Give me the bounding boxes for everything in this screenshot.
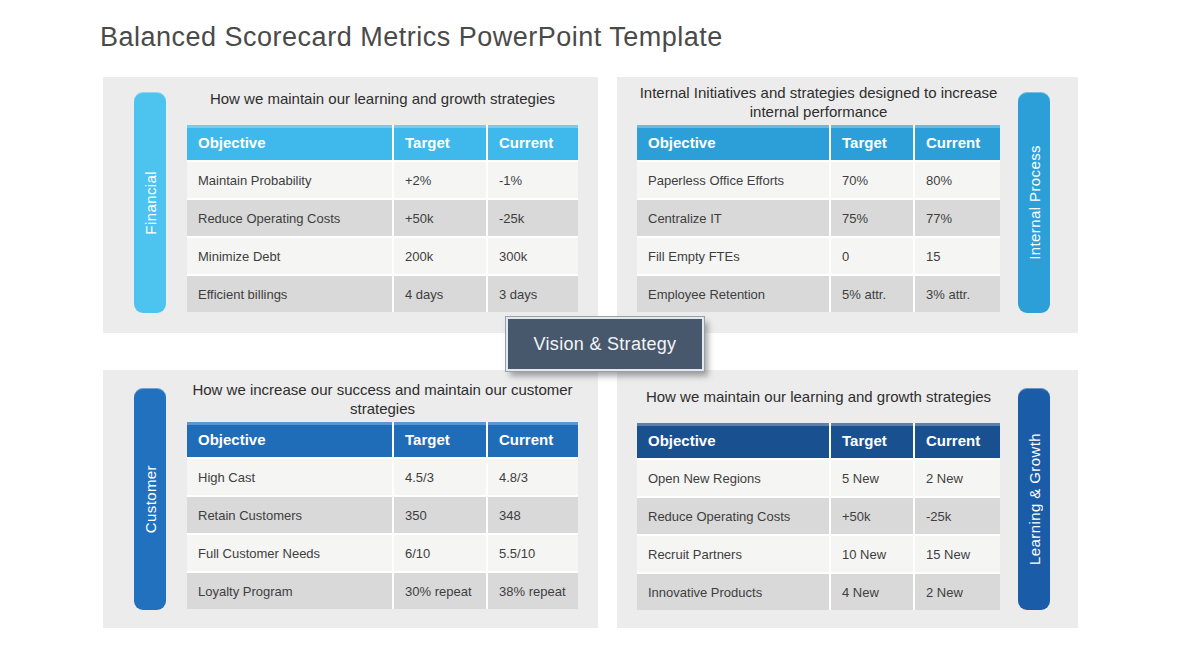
quadrant-financial: Financial How we maintain our learning a… bbox=[103, 77, 598, 333]
column-header: Objective bbox=[187, 125, 392, 160]
column-header: Current bbox=[915, 423, 1000, 458]
table-cell: Maintain Probability bbox=[187, 162, 392, 198]
quadrant-customer: Customer How we increase our success and… bbox=[103, 370, 598, 628]
quadrant-heading: How we maintain our learning and growth … bbox=[637, 387, 1000, 406]
table-cell: 348 bbox=[488, 497, 578, 533]
table-cell: 30% repeat bbox=[394, 573, 486, 609]
table-cell: Paperless Office Efforts bbox=[637, 162, 829, 198]
learning-growth-table: Objective Target Current Open New Region… bbox=[637, 423, 1000, 610]
quadrant-heading: Internal Initiatives and strategies desi… bbox=[637, 83, 1000, 121]
table-cell: 4.8/3 bbox=[488, 459, 578, 495]
column-header: Target bbox=[831, 423, 913, 458]
table-cell: 0 bbox=[831, 238, 913, 274]
table-cell: 3% attr. bbox=[915, 276, 1000, 312]
table-cell: -25k bbox=[488, 200, 578, 236]
table-cell: 4 New bbox=[831, 574, 913, 610]
table-cell: 70% bbox=[831, 162, 913, 198]
table-cell: Reduce Operating Costs bbox=[187, 200, 392, 236]
column-header: Current bbox=[488, 422, 578, 457]
vision-strategy-box[interactable]: Vision & Strategy bbox=[506, 317, 704, 371]
table-cell: 5% attr. bbox=[831, 276, 913, 312]
tab-financial-label: Financial bbox=[142, 171, 159, 235]
tab-customer-label: Customer bbox=[142, 465, 159, 533]
table-cell: 4.5/3 bbox=[394, 459, 486, 495]
table-cell: 75% bbox=[831, 200, 913, 236]
table-cell: 80% bbox=[915, 162, 1000, 198]
table-cell: Employee Retention bbox=[637, 276, 829, 312]
table-cell: +50k bbox=[831, 498, 913, 534]
table-cell: -25k bbox=[915, 498, 1000, 534]
table-cell: Minimize Debt bbox=[187, 238, 392, 274]
tab-financial[interactable]: Financial bbox=[134, 92, 166, 313]
table-cell: Recruit Partners bbox=[637, 536, 829, 572]
column-header: Objective bbox=[637, 125, 829, 160]
quadrant-heading: How we maintain our learning and growth … bbox=[187, 89, 578, 108]
table-cell: Innovative Products bbox=[637, 574, 829, 610]
column-header: Current bbox=[915, 125, 1000, 160]
vision-strategy-label: Vision & Strategy bbox=[534, 334, 677, 355]
quadrant-heading: How we increase our success and maintain… bbox=[187, 380, 578, 418]
tab-customer[interactable]: Customer bbox=[134, 388, 166, 610]
table-cell: Reduce Operating Costs bbox=[637, 498, 829, 534]
column-header: Target bbox=[394, 422, 486, 457]
column-header: Current bbox=[488, 125, 578, 160]
table-cell: 350 bbox=[394, 497, 486, 533]
table-cell: Full Customer Needs bbox=[187, 535, 392, 571]
column-header: Objective bbox=[187, 422, 392, 457]
tab-learning-growth[interactable]: Learning & Growth bbox=[1018, 388, 1050, 610]
page-title: Balanced Scorecard Metrics PowerPoint Te… bbox=[100, 22, 723, 53]
table-cell: 15 bbox=[915, 238, 1000, 274]
column-header: Target bbox=[394, 125, 486, 160]
table-cell: 5.5/10 bbox=[488, 535, 578, 571]
column-header: Target bbox=[831, 125, 913, 160]
table-cell: Loyalty Program bbox=[187, 573, 392, 609]
table-cell: 4 days bbox=[394, 276, 486, 312]
quadrant-learning-growth: Learning & Growth How we maintain our le… bbox=[617, 370, 1078, 628]
tab-learning-growth-label: Learning & Growth bbox=[1026, 433, 1043, 565]
table-cell: 10 New bbox=[831, 536, 913, 572]
table-cell: 2 New bbox=[915, 460, 1000, 496]
table-cell: 200k bbox=[394, 238, 486, 274]
column-header: Objective bbox=[637, 423, 829, 458]
table-cell: 2 New bbox=[915, 574, 1000, 610]
table-cell: Open New Regions bbox=[637, 460, 829, 496]
table-cell: +50k bbox=[394, 200, 486, 236]
tab-internal-process-label: Internal Process bbox=[1026, 145, 1043, 260]
table-cell: 300k bbox=[488, 238, 578, 274]
table-cell: Retain Customers bbox=[187, 497, 392, 533]
tab-internal-process[interactable]: Internal Process bbox=[1018, 92, 1050, 313]
table-cell: 15 New bbox=[915, 536, 1000, 572]
table-cell: High Cast bbox=[187, 459, 392, 495]
table-cell: Fill Empty FTEs bbox=[637, 238, 829, 274]
table-cell: +2% bbox=[394, 162, 486, 198]
table-cell: 5 New bbox=[831, 460, 913, 496]
table-cell: 38% repeat bbox=[488, 573, 578, 609]
quadrant-internal-process: Internal Process Internal Initiatives an… bbox=[617, 77, 1078, 333]
slide: Balanced Scorecard Metrics PowerPoint Te… bbox=[0, 0, 1180, 664]
table-cell: -1% bbox=[488, 162, 578, 198]
financial-table: Objective Target Current Maintain Probab… bbox=[187, 125, 578, 312]
internal-process-table: Objective Target Current Paperless Offic… bbox=[637, 125, 1000, 312]
table-cell: 77% bbox=[915, 200, 1000, 236]
table-cell: Centralize IT bbox=[637, 200, 829, 236]
table-cell: 3 days bbox=[488, 276, 578, 312]
table-cell: Efficient billings bbox=[187, 276, 392, 312]
table-cell: 6/10 bbox=[394, 535, 486, 571]
customer-table: Objective Target Current High Cast 4.5/3… bbox=[187, 422, 578, 609]
